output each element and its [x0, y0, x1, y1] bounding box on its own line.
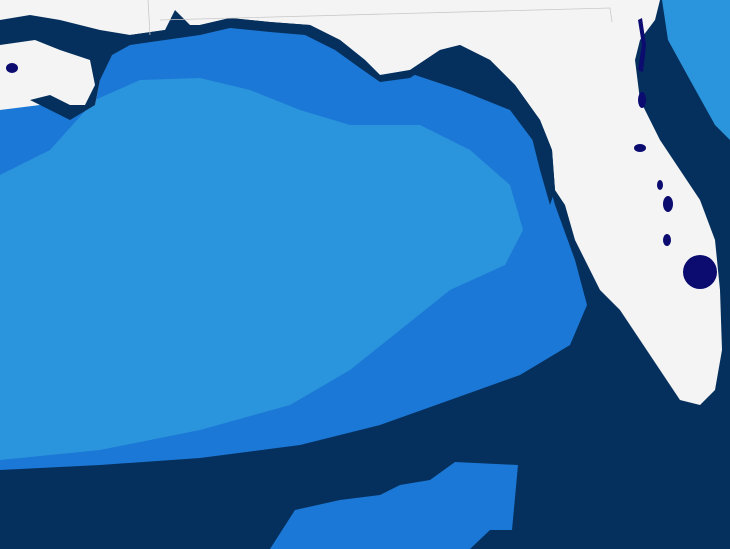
state-borders — [147, 0, 613, 36]
land-louisiana — [0, 40, 95, 105]
coast-shelf-outline — [0, 10, 555, 205]
northern-coast-land — [0, 0, 722, 405]
inner-band — [0, 78, 523, 460]
deep-bump — [70, 470, 280, 549]
atlantic-water — [662, 0, 730, 140]
florida-lakes — [6, 18, 717, 289]
mid-patch-south — [270, 462, 518, 549]
